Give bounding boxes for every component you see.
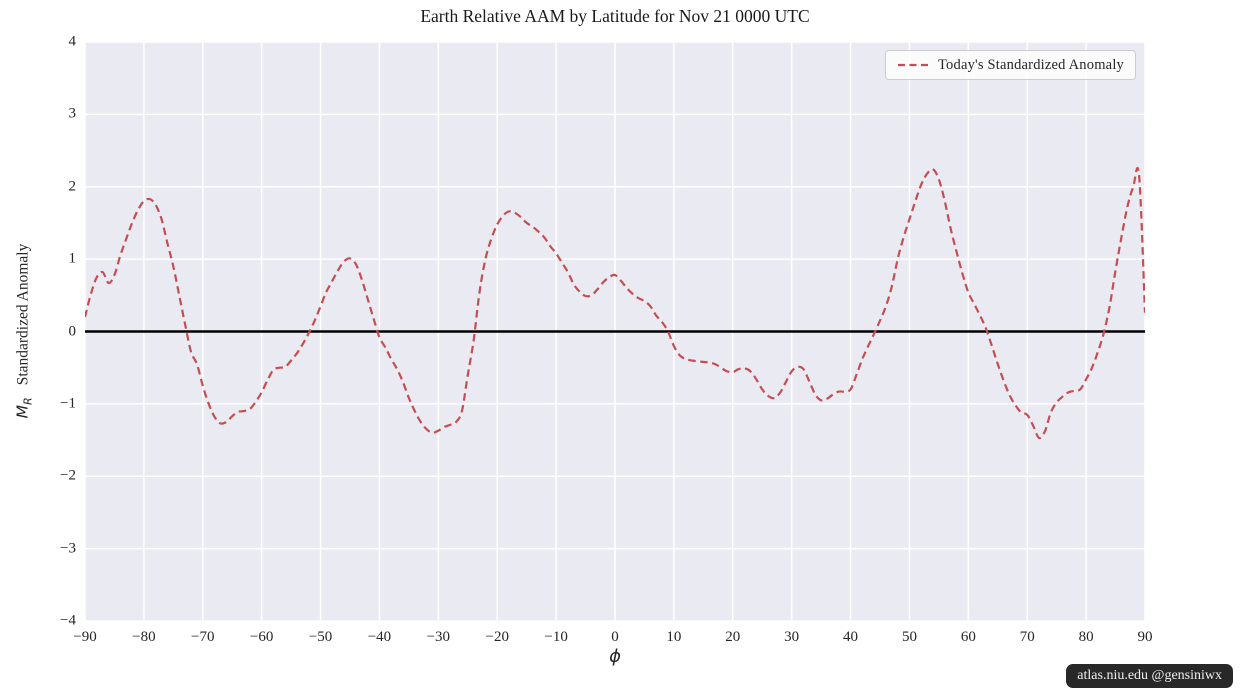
y-axis-label-text: Standardized Anomaly (14, 243, 32, 386)
x-tick-label: −20 (485, 629, 509, 645)
x-tick-label: 0 (611, 629, 619, 645)
y-axis-label: MR Standardized Anomaly (13, 244, 34, 419)
anomaly-curve (85, 166, 1145, 440)
legend: Today's Standardized Anomaly (885, 50, 1136, 80)
x-tick-label: 30 (784, 629, 800, 645)
x-tick-label: 70 (1019, 629, 1035, 645)
x-tick-label: −80 (132, 629, 156, 645)
x-tick-label: −10 (544, 629, 568, 645)
y-tick-label: −1 (60, 395, 76, 412)
y-tick-label: −3 (60, 540, 76, 557)
legend-dashed-line-sample (898, 63, 928, 67)
plot-area (85, 42, 1145, 621)
y-tick-label: −4 (60, 612, 76, 629)
x-tick-label: −40 (367, 629, 392, 645)
watermark-badge: atlas.niu.edu @gensiniwx (1066, 664, 1233, 688)
page-title: Earth Relative AAM by Latitude for Nov 2… (420, 6, 810, 26)
y-tick-label: 2 (68, 178, 77, 195)
y-tick-label: 3 (68, 105, 77, 122)
x-tick-label: 50 (901, 629, 917, 645)
y-tick-label: 1 (68, 250, 77, 267)
x-tick-label: −60 (249, 629, 274, 645)
x-axis-label: ϕ (609, 646, 621, 667)
legend-label: Today's Standardized Anomaly (938, 56, 1124, 73)
x-tick-label: −70 (191, 629, 215, 645)
y-tick-label: −2 (60, 467, 76, 484)
x-tick-label: 10 (666, 629, 682, 645)
y-tick-label: 0 (68, 323, 77, 339)
x-tick-label: 40 (843, 629, 859, 645)
x-tick-label: 20 (725, 629, 741, 645)
y-axis-symbol: M (13, 404, 32, 419)
x-tick-label: −90 (73, 629, 97, 645)
x-tick-label: 60 (960, 629, 976, 645)
y-tick-label: 4 (68, 33, 77, 50)
x-tick-label: 80 (1078, 629, 1094, 645)
x-tick-label: 90 (1137, 629, 1153, 645)
x-tick-label: −50 (308, 629, 333, 645)
y-axis-symbol-subscript: R (21, 397, 35, 405)
chart-svg (85, 42, 1145, 621)
x-tick-label: −30 (426, 629, 451, 645)
